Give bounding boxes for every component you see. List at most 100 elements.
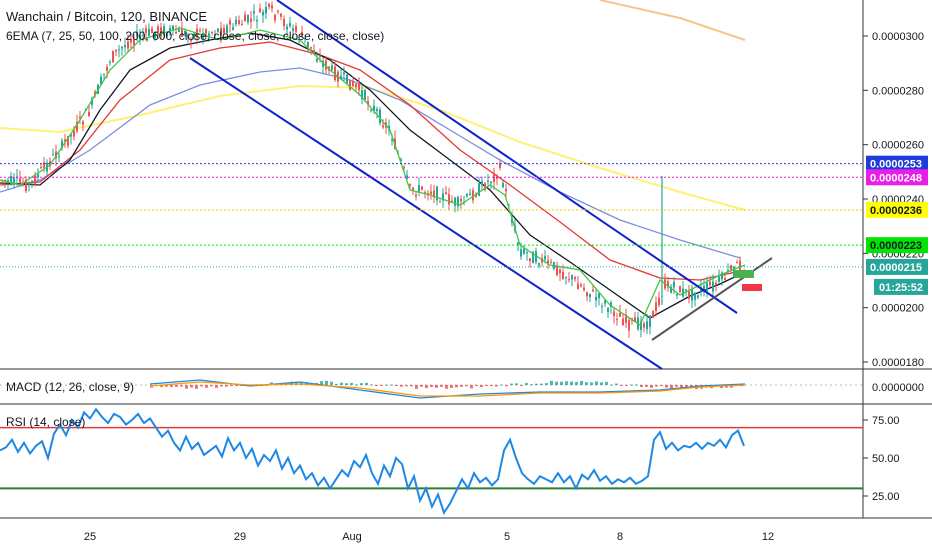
macd-histogram-bar	[220, 385, 223, 387]
candle-body	[418, 185, 420, 192]
candle-body	[697, 295, 699, 298]
macd-histogram-bar	[180, 385, 183, 387]
candle-body	[217, 28, 219, 32]
macd-histogram-bar	[165, 385, 168, 387]
time-tick-label: 29	[234, 531, 246, 543]
candle-body	[634, 317, 636, 323]
candle-body	[598, 293, 600, 299]
macd-histogram-bar	[335, 383, 338, 385]
rsi-pane[interactable]: 75.00 50.00 25.00	[0, 407, 900, 515]
candle-body	[592, 289, 594, 292]
candle-body	[730, 265, 732, 270]
channel-upper-line	[276, 0, 738, 314]
candle-body	[673, 281, 675, 288]
macd-histogram-bar	[455, 385, 458, 388]
macd-histogram-bar	[185, 385, 188, 389]
candle-body	[412, 187, 414, 191]
candle-body	[643, 323, 645, 328]
candle-body	[307, 41, 309, 48]
candle-body	[211, 32, 213, 34]
macd-histogram-bar	[500, 384, 503, 386]
candle-body	[202, 34, 204, 39]
macd-histogram-bar	[340, 382, 343, 385]
candle-body	[502, 182, 504, 188]
macd-histogram-bar	[645, 385, 648, 387]
macd-histogram-bar	[545, 383, 548, 385]
candle-body	[193, 33, 195, 39]
candle-body	[109, 61, 111, 64]
candle-body	[151, 28, 153, 34]
candle-body	[376, 109, 378, 112]
macd-histogram-bar	[610, 384, 613, 386]
ema-curve	[0, 67, 741, 259]
candle-body	[604, 300, 606, 304]
time-tick-label: Aug	[342, 531, 362, 543]
candle-body	[721, 272, 723, 280]
candle-body	[649, 315, 651, 327]
macd-histogram-bar	[380, 385, 383, 386]
ema-curve	[0, 32, 746, 319]
price-tag-box	[866, 201, 928, 218]
candle-body	[568, 279, 570, 281]
macd-pane[interactable]	[0, 379, 863, 399]
candle-body	[628, 319, 630, 331]
macd-histogram-bar	[675, 385, 678, 387]
macd-histogram-bar	[580, 380, 583, 385]
candle-body	[646, 321, 648, 330]
candle-body	[133, 39, 135, 46]
candle-body	[19, 178, 21, 183]
macd-histogram-bar	[465, 385, 468, 387]
candle-body	[70, 134, 72, 137]
macd-axis-tick: 0.0000000	[872, 382, 924, 394]
rsi-label[interactable]: RSI (14, close)	[6, 415, 85, 429]
candle-body	[67, 136, 69, 146]
drawings[interactable]	[189, 0, 773, 370]
candle-body	[157, 26, 159, 33]
candle-body	[613, 311, 615, 317]
macd-label[interactable]: MACD (12, 26, close, 9)	[6, 380, 134, 394]
macd-histogram-bar	[330, 381, 333, 385]
target-marker-green	[734, 270, 754, 278]
candle-body	[79, 116, 81, 119]
candle-body	[64, 139, 66, 142]
time-tick-label: 5	[504, 531, 510, 543]
candle-body	[208, 33, 210, 39]
candle-body	[670, 286, 672, 293]
candle-body	[529, 258, 531, 262]
time-axis[interactable]: 25 29 Aug 5 8 12	[84, 531, 774, 543]
ema-25-line	[0, 32, 746, 319]
macd-histogram-bar	[450, 385, 453, 389]
macd-histogram-bar	[390, 384, 393, 386]
candle-body	[451, 200, 453, 202]
candle-body	[355, 83, 357, 87]
ema-indicator-label[interactable]: 6EMA (7, 25, 50, 100, 200, 600, close, c…	[6, 29, 384, 43]
candle-body	[142, 34, 144, 36]
macd-histogram-bar	[470, 385, 473, 389]
time-tick-label: 25	[84, 531, 96, 543]
candle-body	[580, 284, 582, 287]
candle-body	[667, 281, 669, 288]
candle-body	[37, 174, 39, 178]
macd-histogram-bar	[655, 385, 658, 387]
candle-body	[484, 183, 486, 191]
macd-histogram-bar	[225, 385, 228, 387]
candle-body	[361, 89, 363, 99]
candle-body	[439, 201, 441, 203]
macd-histogram-bar	[525, 382, 528, 385]
macd-histogram-bar	[640, 385, 643, 388]
macd-histogram-bar	[540, 383, 543, 385]
candle-body	[712, 281, 714, 292]
macd-histogram-bar	[630, 384, 633, 386]
price-tag-label: 0.0000236	[870, 205, 922, 217]
candle-body	[655, 302, 657, 311]
macd-histogram-bar	[195, 385, 198, 389]
candle-body	[652, 311, 654, 319]
candle-body	[205, 29, 207, 34]
rsi-tick-label: 25.00	[872, 491, 900, 503]
candle-body	[145, 28, 147, 33]
ema-600-line	[599, 0, 746, 41]
macd-histogram-bar	[375, 385, 378, 387]
candle-body	[433, 190, 435, 198]
ema-curve	[0, 41, 746, 281]
